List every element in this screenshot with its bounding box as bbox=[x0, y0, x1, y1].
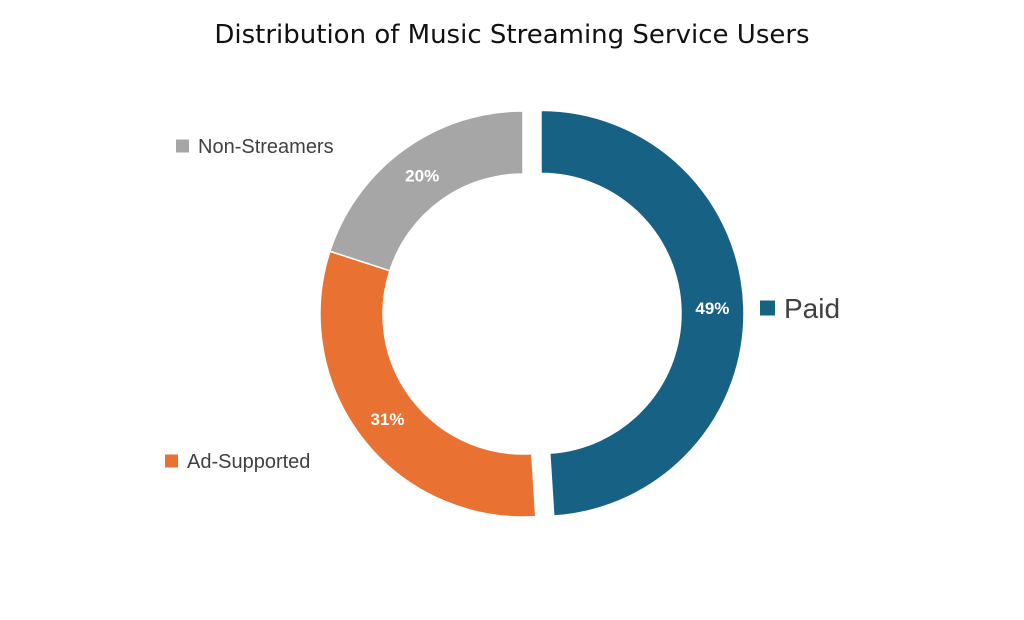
slice-paid bbox=[540, 109, 745, 517]
legend-group: Paid Ad-Supported Non-Streamers bbox=[165, 136, 840, 473]
legend-label-non-streamers: Non-Streamers bbox=[198, 136, 334, 158]
slice-ad-supported bbox=[319, 250, 537, 518]
legend-swatch-paid bbox=[760, 300, 775, 316]
legend-swatch-non-streamers bbox=[176, 139, 189, 153]
slice-labels-group: 49% 31% 20% bbox=[370, 166, 729, 429]
slice-label-non-streamers: 20% bbox=[405, 166, 439, 185]
chart-title: Distribution of Music Streaming Service … bbox=[214, 20, 810, 50]
legend-swatch-ad-supported bbox=[165, 454, 178, 468]
slice-label-paid: 49% bbox=[695, 299, 729, 318]
slices-group bbox=[319, 109, 745, 518]
legend-label-ad-supported: Ad-Supported bbox=[187, 451, 310, 473]
legend-label-paid: Paid bbox=[784, 293, 840, 324]
slice-label-ad-supported: 31% bbox=[370, 410, 404, 429]
slice-non-streamers bbox=[328, 110, 524, 272]
